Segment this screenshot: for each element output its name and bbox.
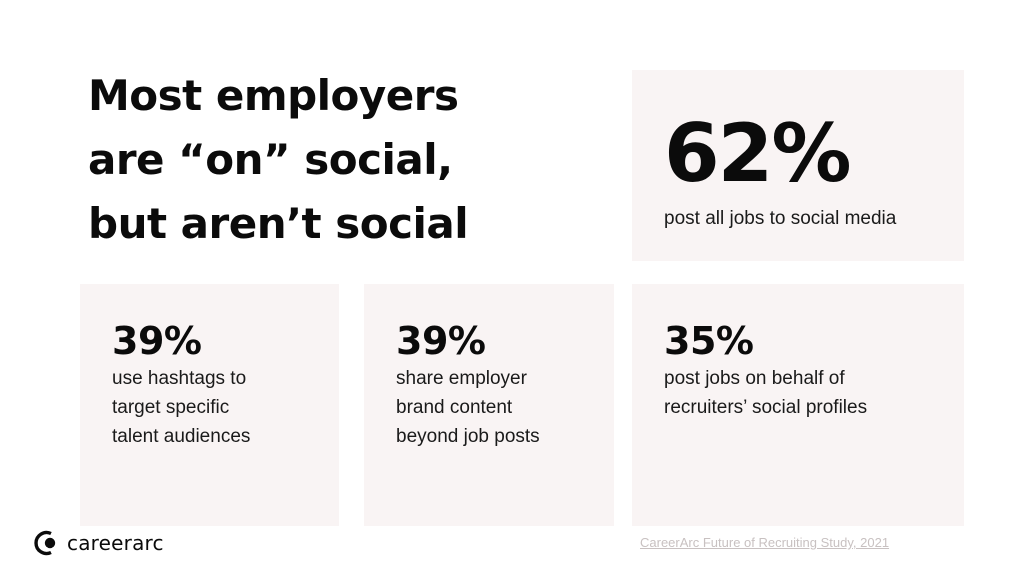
stat-value: 39% [112,319,202,363]
stat-value: 35% [664,319,754,363]
stat-description: share employer brand content beyond job … [396,364,614,451]
headline-line-3: but aren’t social [88,199,469,248]
stat-description-line: share employer [396,368,527,389]
brand-name: careerarc [67,531,164,555]
stat-description-line: beyond job posts [396,426,540,447]
stat-description: post all jobs to social media [664,204,964,233]
stat-value: 62% [664,107,851,200]
headline: Most employers are “on” social, but aren… [88,64,608,256]
stat-description-line: talent audiences [112,426,251,447]
careerarc-logo-icon [34,530,56,556]
stat-description-line: post all jobs to social media [664,208,897,229]
stat-description-line: recruiters’ social profiles [664,397,868,418]
stat-card-recruiter-profiles: 35% post jobs on behalf of recruiters’ s… [632,284,964,526]
stat-card-hashtags: 39% use hashtags to target specific tale… [80,284,339,526]
stat-description-line: target specific [112,397,230,418]
headline-line-1: Most employers [88,71,459,120]
stat-value: 39% [396,319,486,363]
stat-description: use hashtags to target specific talent a… [112,364,339,451]
stat-description-line: use hashtags to [112,368,247,389]
headline-line-2: are “on” social, [88,135,453,184]
stat-description: post jobs on behalf of recruiters’ socia… [664,364,964,422]
source-citation-link[interactable]: CareerArc Future of Recruiting Study, 20… [640,535,890,550]
careerarc-logo: careerarc [33,529,164,557]
stat-description-line: post jobs on behalf of [664,368,845,389]
stat-description-line: brand content [396,397,513,418]
stat-card-brand-content: 39% share employer brand content beyond … [364,284,614,526]
stat-card-all-jobs: 62% post all jobs to social media [632,70,964,261]
